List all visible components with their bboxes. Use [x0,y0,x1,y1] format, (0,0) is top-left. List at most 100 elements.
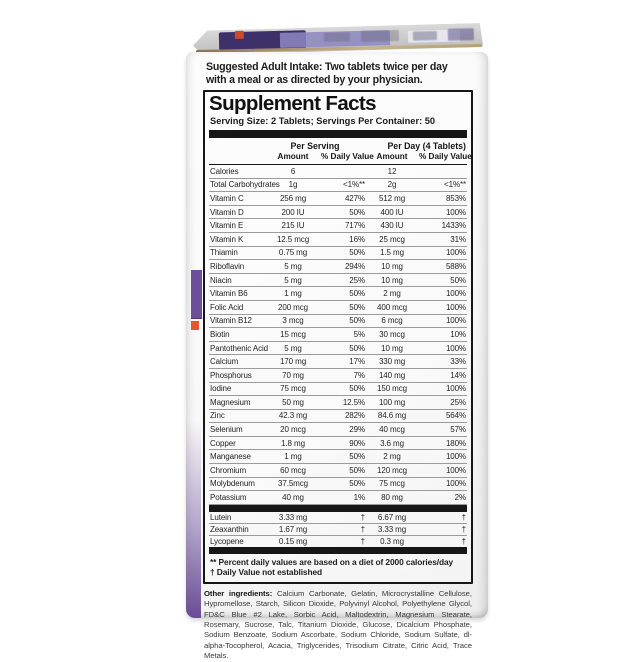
row-name: Calories [210,166,239,176]
row-name: Lutein [210,512,232,522]
table-row: Riboflavin 5 mg 294% 10 mg 588% [209,260,467,274]
table-row: Copper 1.8 mg 90% 3.6 mg 180% [209,437,467,451]
table-row: Chromium 60 mcg 50% 120 mcg 100% [209,464,467,478]
row-name: Biotin [210,329,230,339]
amount-header-1: Amount [277,152,309,161]
row-name: Zeaxanthin [210,524,249,534]
flap-red-mark [235,30,244,39]
flap-print-smudge [448,28,474,41]
per-day-daily-value: 25% [450,397,466,407]
flap-print-smudge [323,32,349,42]
per-day-daily-value: 100% [445,302,466,312]
per-day-amount: 430 IU [380,221,404,231]
per-serving-daily-value: 29% [349,425,365,435]
per-day-amount: 2 mg [383,289,401,299]
per-day-amount: 512 mg [378,193,406,203]
per-day-amount: 80 mg [381,493,403,503]
per-serving-daily-value: <1%** [343,180,365,190]
row-name: Selenium [210,425,243,435]
row-name: Vitamin B6 [210,289,248,299]
per-serving-amount: 0.15 mg [278,536,308,546]
table-row: Biotin 15 mcg 5% 30 mcg 10% [209,328,467,342]
per-day-amount: 0.3 mg [380,536,404,546]
amount-header-2: Amount [376,152,408,161]
per-day-daily-value: 853% [445,193,466,203]
per-serving-amount: 3.33 mg [278,512,308,522]
per-day-amount: 120 mcg [377,465,407,475]
per-day-amount: 140 mg [378,370,406,380]
per-serving-amount: 1 mg [284,289,302,299]
per-day-amount: 25 mcg [379,234,405,244]
per-serving-amount: 5 mg [284,343,302,353]
per-serving-amount: 170 mg [279,357,307,367]
per-day-daily-value: 50% [450,275,466,285]
per-serving-amount: 256 mg [279,193,307,203]
per-serving-daily-value: 25% [349,275,365,285]
table-row: Zinc 42.3 mg 282% 84.6 mg 564% [209,410,467,424]
per-serving-daily-value: † [360,512,365,522]
per-serving-daily-value: † [360,524,365,534]
per-serving-amount: 40 mg [282,493,304,503]
per-serving-amount: 1.8 mg [281,438,305,448]
per-day-amount: 6 mcg [381,316,403,326]
per-serving-amount: 215 IU [281,221,305,231]
serving-size-info: Serving Size: 2 Tablets; Servings Per Co… [210,116,436,126]
per-serving-daily-value: 50% [349,479,365,489]
row-name: Calcium [210,357,239,367]
daily-value-header-1: % Daily Value [321,152,374,161]
row-name: Riboflavin [210,261,245,271]
per-day-daily-value: <1%** [444,180,466,190]
per-serving-amount: 12.5 mcg [276,234,310,244]
per-serving-amount: 5 mg [284,261,302,271]
divider-bar [209,546,467,554]
other-ingredients-text: Calcium Carbonate, Gelatin, Microcrystal… [204,588,472,661]
per-serving-daily-value: 50% [349,289,365,299]
per-day-amount: 3.6 mg [380,438,404,448]
row-name: Iodine [210,384,232,394]
per-serving-amount: 3 mcg [282,316,304,326]
per-serving-daily-value: 1% [353,493,365,503]
per-serving-amount: 15 mcg [280,329,306,339]
per-serving-daily-value: 5% [353,329,365,339]
carotenoids-table: Lutein 3.33 mg † 6.67 mg † Zeaxanthin 1.67 mg †… [209,512,467,547]
column-subheader: Amount % Daily Value Amount % Daily Valu… [209,152,472,165]
per-day-daily-value: 180% [445,438,466,448]
per-day-daily-value: 100% [445,479,466,489]
row-name: Magnesium [210,397,251,407]
divider-bar [209,130,467,138]
per-serving-daily-value: 717% [344,221,365,231]
table-row: Vitamin C 256 mg 427% 512 mg 853% [209,192,467,206]
per-serving-amount: 42.3 mg [278,411,308,421]
per-day-daily-value: 57% [450,425,466,435]
spacer [209,152,265,162]
per-serving-daily-value: 17% [349,357,365,367]
per-day-daily-value: 100% [445,316,466,326]
supplement-facts-panel: Supplement Facts Serving Size: 2 Tablets… [203,90,473,584]
per-serving-daily-value: 50% [349,343,365,353]
per-day-amount: 10 mg [381,261,403,271]
footnote-daily-value-not-established: † Daily Value not established [210,567,323,578]
table-row: Folic Acid 200 mcg 50% 400 mcg 100% [209,301,467,315]
suggested-intake-text: Suggested Adult Intake: Two tablets twic… [206,61,470,87]
per-serving-amount: 200 mcg [278,302,308,312]
table-row: Pantothenic Acid 5 mg 50% 10 mg 100% [209,342,467,356]
nutrients-table: Calories 6 12 Total Carbohydrates 1g <1%** 2g <… [209,165,467,505]
per-day-daily-value: 10% [450,329,466,339]
suggested-intake-line2: with a meal or as directed by your physi… [206,74,423,86]
per-serving-daily-value: 16% [349,234,365,244]
per-serving-daily-value: 12.5% [342,397,365,407]
product-photo: Suggested Adult Intake: Two tablets twic… [186,0,488,660]
column-group-header: Per Serving Per Day (4 Tablets) [209,138,467,152]
row-name: Zinc [210,411,225,421]
per-day-daily-value: 2% [454,493,466,503]
table-row: Vitamin D 200 IU 50% 400 IU 100% [209,206,467,220]
per-day-daily-value: 588% [445,261,466,271]
per-day-amount: 400 IU [380,207,404,217]
row-name: Pantothenic Acid [210,343,268,353]
per-day-daily-value: 33% [450,357,466,367]
per-serving-daily-value: 282% [344,411,365,421]
table-row: Vitamin B12 3 mcg 50% 6 mcg 100% [209,315,467,329]
table-row: Vitamin E 215 IU 717% 430 IU 1433% [209,219,467,233]
per-serving-daily-value: 50% [349,316,365,326]
per-serving-daily-value: 50% [349,248,365,258]
